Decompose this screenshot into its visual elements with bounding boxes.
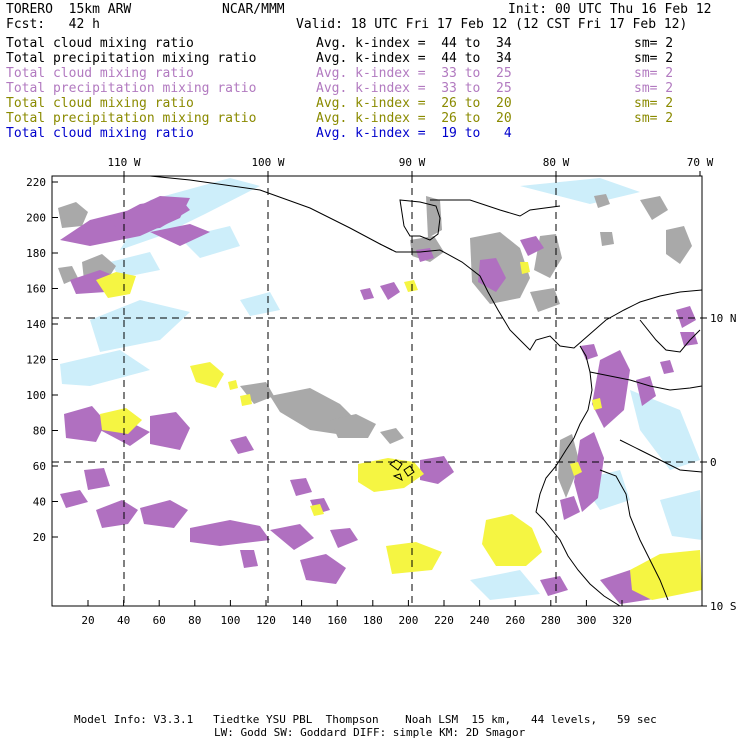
x-tick-label: 100 — [220, 614, 240, 627]
y-tick-label: 80 — [33, 425, 46, 438]
legend-row: Total precipitation mixing ratio Avg. k-i… — [6, 81, 726, 96]
legend-sm: sm= 2 — [634, 96, 674, 111]
y-tick-label: 40 — [33, 496, 46, 509]
longitude-label: 100 W — [251, 156, 284, 169]
y-tick-label: 200 — [26, 212, 46, 225]
legend-row: Total precipitation mixing ratio Avg. k-i… — [6, 51, 726, 66]
legend-field: Total precipitation mixing ratio — [6, 81, 257, 96]
x-tick-label: 300 — [576, 614, 596, 627]
y-tick-label: 160 — [26, 283, 46, 296]
legend-index: Avg. k-index = 44 to 34 — [316, 36, 512, 51]
valid-time: Valid: 18 UTC Fri 17 Feb 12 (12 CST Fri … — [296, 17, 688, 32]
legend-index: Avg. k-index = 19 to 4 — [316, 126, 512, 141]
legend-field: Total cloud mixing ratio — [6, 66, 194, 81]
cyan-cloud-field — [60, 178, 702, 600]
longitude-label: 90 W — [399, 156, 426, 169]
legend-index: Avg. k-index = 26 to 20 — [316, 96, 512, 111]
x-tick-label: 160 — [327, 614, 347, 627]
plot-frame — [51, 175, 703, 607]
y-tick-label: 180 — [26, 247, 46, 260]
x-tick-label: 40 — [117, 614, 130, 627]
footer-physics-info: LW: Godd SW: Goddard DIFF: simple KM: 2D… — [214, 726, 526, 739]
latitude-label: 0 — [710, 456, 717, 469]
legend-row: Total cloud mixing ratio Avg. k-index = 2… — [6, 96, 726, 111]
yellow-cloud-field — [96, 262, 702, 600]
y-tick-label: 60 — [33, 460, 46, 473]
lat-lon-gridlines — [52, 176, 702, 606]
legend-field: Total cloud mixing ratio — [6, 36, 194, 51]
forecast-hour: Fcst: 42 h — [6, 17, 100, 32]
latitude-label: 10 S — [710, 600, 737, 613]
legend-sm: sm= 2 — [634, 36, 674, 51]
x-axis: 20 40 60 80 100 120 140 160 180 200 220 240 260 280 30… — [81, 600, 632, 627]
longitude-label: 70 W — [687, 156, 714, 169]
init-time: Init: 00 UTC Thu 16 Feb 12 — [508, 2, 712, 17]
legend-row: Total cloud mixing ratio Avg. k-index = 3… — [6, 66, 726, 81]
footer-model-info: Model Info: V3.3.1 Tiedtke YSU PBL Thomp… — [74, 713, 657, 726]
organization: NCAR/MMM — [222, 2, 285, 17]
y-tick-label: 140 — [26, 318, 46, 331]
longitude-label: 80 W — [543, 156, 570, 169]
x-tick-label: 280 — [541, 614, 561, 627]
legend-field: Total cloud mixing ratio — [6, 126, 194, 141]
y-tick-label: 220 — [26, 176, 46, 189]
y-axis: 220 200 180 160 140 120 100 80 60 40 20 — [26, 176, 58, 544]
x-tick-label: 260 — [505, 614, 525, 627]
x-tick-label: 60 — [153, 614, 166, 627]
latitude-labels: 10 N 0 10 S — [702, 312, 737, 613]
latitude-label: 10 N — [710, 312, 737, 325]
x-tick-label: 220 — [434, 614, 454, 627]
legend-row: Total precipitation mixing ratio Avg. k-i… — [6, 111, 726, 126]
x-tick-label: 140 — [292, 614, 312, 627]
x-tick-label: 120 — [256, 614, 276, 627]
x-tick-label: 240 — [470, 614, 490, 627]
legend-index: Avg. k-index = 33 to 25 — [316, 81, 512, 96]
legend-index: Avg. k-index = 26 to 20 — [316, 111, 512, 126]
y-tick-label: 120 — [26, 354, 46, 367]
x-tick-label: 200 — [398, 614, 418, 627]
legend-field: Total precipitation mixing ratio — [6, 111, 257, 126]
legend-field: Total cloud mixing ratio — [6, 96, 194, 111]
x-tick-label: 80 — [188, 614, 201, 627]
legend-index: Avg. k-index = 33 to 25 — [316, 66, 512, 81]
coastlines — [149, 176, 702, 606]
legend-sm: sm= 2 — [634, 111, 674, 126]
x-tick-label: 180 — [363, 614, 383, 627]
x-tick-label: 320 — [612, 614, 632, 627]
legend-sm: sm= 2 — [634, 51, 674, 66]
map-plot: 220 200 180 160 140 120 100 80 60 40 20 20 40 60 80 10… — [26, 156, 737, 627]
legend-index: Avg. k-index = 44 to 34 — [316, 51, 512, 66]
legend-sm: sm= 2 — [634, 81, 674, 96]
legend-row: Total cloud mixing ratio Avg. k-index = 1… — [6, 126, 726, 141]
model-title: TORERO 15km ARW — [6, 2, 132, 17]
y-tick-label: 100 — [26, 389, 46, 402]
legend-sm: sm= 2 — [634, 66, 674, 81]
y-tick-label: 20 — [33, 531, 46, 544]
longitude-label: 110 W — [107, 156, 140, 169]
legend-row: Total cloud mixing ratio Avg. k-index = 4… — [6, 36, 726, 51]
longitude-labels: 110 W 100 W 90 W 80 W 70 W — [107, 156, 714, 176]
x-tick-label: 20 — [81, 614, 94, 627]
legend-field: Total precipitation mixing ratio — [6, 51, 257, 66]
